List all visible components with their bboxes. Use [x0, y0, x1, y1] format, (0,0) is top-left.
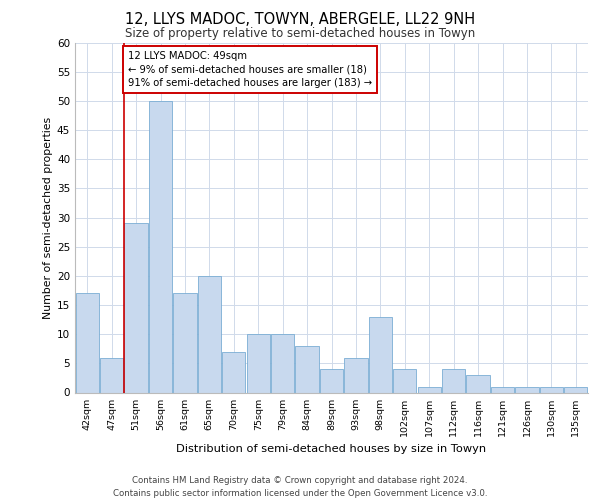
- Bar: [515, 386, 539, 392]
- Bar: [124, 224, 148, 392]
- Bar: [76, 294, 99, 392]
- X-axis label: Distribution of semi-detached houses by size in Towyn: Distribution of semi-detached houses by …: [176, 444, 487, 454]
- Bar: [491, 386, 514, 392]
- Text: 12 LLYS MADOC: 49sqm
← 9% of semi-detached houses are smaller (18)
91% of semi-d: 12 LLYS MADOC: 49sqm ← 9% of semi-detach…: [128, 52, 371, 88]
- Text: Size of property relative to semi-detached houses in Towyn: Size of property relative to semi-detach…: [125, 28, 475, 40]
- Bar: [418, 386, 441, 392]
- Bar: [540, 386, 563, 392]
- Bar: [222, 352, 245, 393]
- Bar: [393, 369, 416, 392]
- Bar: [466, 375, 490, 392]
- Bar: [295, 346, 319, 393]
- Text: 12, LLYS MADOC, TOWYN, ABERGELE, LL22 9NH: 12, LLYS MADOC, TOWYN, ABERGELE, LL22 9N…: [125, 12, 475, 28]
- Bar: [100, 358, 123, 392]
- Bar: [247, 334, 270, 392]
- Bar: [344, 358, 368, 392]
- Bar: [271, 334, 294, 392]
- Text: Contains HM Land Registry data © Crown copyright and database right 2024.
Contai: Contains HM Land Registry data © Crown c…: [113, 476, 487, 498]
- Bar: [442, 369, 465, 392]
- Bar: [173, 294, 197, 392]
- Bar: [564, 386, 587, 392]
- Bar: [320, 369, 343, 392]
- Y-axis label: Number of semi-detached properties: Number of semi-detached properties: [43, 116, 53, 318]
- Bar: [149, 101, 172, 392]
- Bar: [369, 316, 392, 392]
- Bar: [198, 276, 221, 392]
